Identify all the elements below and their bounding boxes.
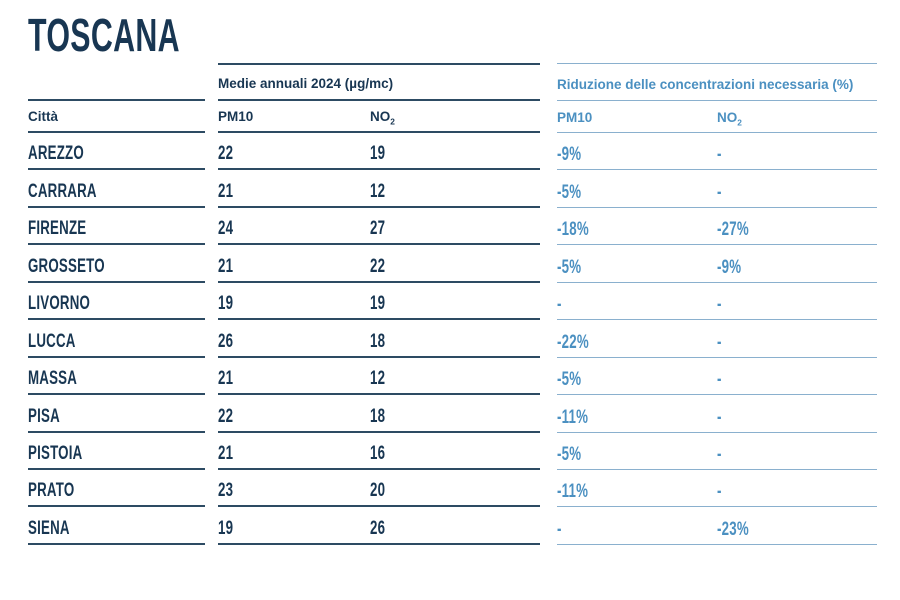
- column-gap: [205, 507, 218, 544]
- reduction-no2-value-cell: -27%: [717, 208, 877, 246]
- page-title: TOSCANA: [28, 9, 180, 61]
- column-gap: [540, 245, 557, 282]
- column-gap: [540, 395, 557, 432]
- reduction-no2-value-cell: -: [717, 320, 877, 358]
- pm10-value-cell: 26: [218, 320, 370, 358]
- reduction-pm10-value-cell: -22%: [557, 320, 717, 358]
- no2-value-cell: 18: [370, 320, 540, 358]
- reduction-pm10-value-cell: -5%: [557, 170, 717, 208]
- no2-value-cell: 16: [370, 433, 540, 470]
- reduction-no2-value-cell: -: [717, 470, 877, 508]
- reduction-pm10-value-cell: -: [557, 507, 717, 545]
- reduction-pm10-value-cell: -11%: [557, 395, 717, 433]
- column-gap: [540, 507, 557, 544]
- column-header-city: Città: [28, 101, 205, 133]
- column-gap: [205, 133, 218, 170]
- reduction-pm10-value-cell: -18%: [557, 208, 717, 246]
- city-cell: PISA: [28, 395, 205, 433]
- column-header-reduction-no2: NO2: [717, 101, 877, 133]
- column-gap: [205, 101, 218, 133]
- pm10-value-cell: 22: [218, 395, 370, 433]
- column-gap: [205, 63, 218, 101]
- city-cell: PRATO: [28, 470, 205, 508]
- reduction-no2-value-cell: -: [717, 283, 877, 321]
- reduction-no2-value-cell: -9%: [717, 245, 877, 283]
- city-cell: CARRARA: [28, 170, 205, 208]
- column-gap: [540, 133, 557, 170]
- reduction-pm10-value-cell: -9%: [557, 133, 717, 171]
- reduction-pm10-value-cell: -5%: [557, 358, 717, 396]
- no2-value-cell: 12: [370, 358, 540, 396]
- city-cell: AREZZO: [28, 133, 205, 171]
- pm10-value-cell: 21: [218, 245, 370, 283]
- no2-value-cell: 27: [370, 208, 540, 246]
- reduction-no2-value-cell: -: [717, 358, 877, 396]
- column-header-reduction-pm10: PM10: [557, 101, 717, 133]
- column-gap: [205, 470, 218, 507]
- column-gap: [540, 101, 557, 133]
- no2-value-cell: 12: [370, 170, 540, 208]
- no2-value-cell: 19: [370, 283, 540, 321]
- pm10-value-cell: 22: [218, 133, 370, 171]
- column-gap: [540, 208, 557, 245]
- pm10-value-cell: 23: [218, 470, 370, 508]
- pm10-value-cell: 19: [218, 283, 370, 321]
- city-cell: FIRENZE: [28, 208, 205, 246]
- city-cell: MASSA: [28, 358, 205, 396]
- column-gap: [205, 320, 218, 357]
- column-gap: [540, 320, 557, 357]
- no2-value-cell: 20: [370, 470, 540, 508]
- column-gap: [540, 63, 557, 101]
- reduction-no2-value-cell: -: [717, 433, 877, 470]
- no2-value-cell: 26: [370, 507, 540, 545]
- reduction-no2-value-cell: -: [717, 170, 877, 208]
- no2-value-cell: 19: [370, 133, 540, 171]
- column-gap: [205, 283, 218, 320]
- column-gap: [540, 433, 557, 470]
- no2-value-cell: 22: [370, 245, 540, 283]
- column-header-pm10: PM10: [218, 101, 370, 133]
- column-gap: [205, 433, 218, 470]
- column-gap: [205, 245, 218, 282]
- reduction-no2-value-cell: -23%: [717, 507, 877, 545]
- pm10-value-cell: 19: [218, 507, 370, 545]
- column-gap: [540, 283, 557, 320]
- pm10-value-cell: 21: [218, 358, 370, 396]
- city-cell: SIENA: [28, 507, 205, 545]
- column-gap: [540, 170, 557, 207]
- no2-value-cell: 18: [370, 395, 540, 433]
- reduction-pm10-value-cell: -11%: [557, 470, 717, 508]
- group-header-annual-means: Medie annuali 2024 (µg/mc): [218, 63, 540, 101]
- column-gap: [205, 395, 218, 432]
- reduction-no2-value-cell: -: [717, 133, 877, 171]
- air-quality-table: Medie annuali 2024 (µg/mc) Riduzione del…: [28, 63, 877, 545]
- reduction-pm10-value-cell: -5%: [557, 245, 717, 283]
- column-header-no2: NO2: [370, 101, 540, 133]
- city-cell: PISTOIA: [28, 433, 205, 470]
- column-gap: [205, 208, 218, 245]
- reduction-pm10-value-cell: -: [557, 283, 717, 321]
- city-cell: LIVORNO: [28, 283, 205, 321]
- pm10-value-cell: 24: [218, 208, 370, 246]
- group-header-reduction: Riduzione delle concentrazioni necessari…: [557, 63, 877, 101]
- column-gap: [205, 170, 218, 207]
- column-gap: [540, 470, 557, 507]
- group-header-annual-means-label: Medie annuali 2024 (µg/mc): [218, 76, 394, 91]
- reduction-pm10-value-cell: -5%: [557, 433, 717, 470]
- group-header-reduction-label: Riduzione delle concentrazioni necessari…: [557, 77, 854, 92]
- group-header-city-spacer: [28, 63, 205, 101]
- pm10-value-cell: 21: [218, 170, 370, 208]
- reduction-no2-value-cell: -: [717, 395, 877, 433]
- pm10-value-cell: 21: [218, 433, 370, 470]
- city-cell: LUCCA: [28, 320, 205, 358]
- column-gap: [540, 358, 557, 395]
- city-cell: GROSSETO: [28, 245, 205, 283]
- column-gap: [205, 358, 218, 395]
